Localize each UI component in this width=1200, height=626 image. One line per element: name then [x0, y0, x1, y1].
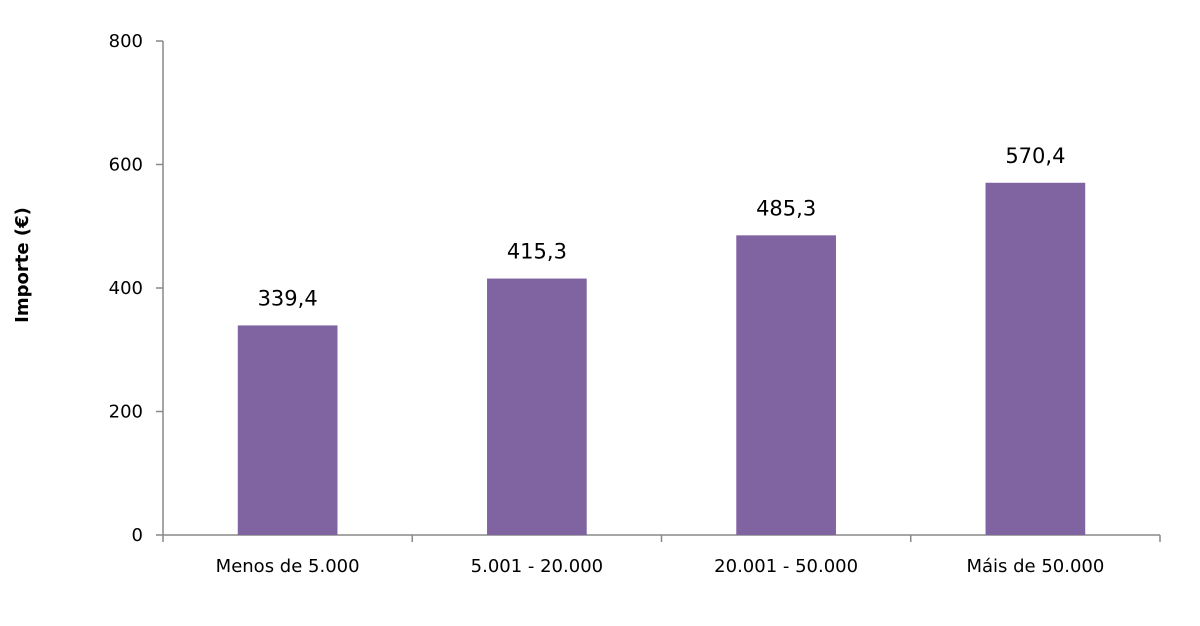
y-tick-label: 400	[109, 278, 143, 299]
y-tick-label: 0	[132, 525, 143, 546]
bar-value-label: 570,4	[1005, 144, 1065, 168]
x-axis: Menos de 5.000 5.001 - 20.000 20.001 - 50.…	[162, 534, 1161, 577]
data-labels: 339,4 415,3 485,3 570,4	[258, 144, 1066, 311]
y-axis-title: Importe (€)	[12, 207, 33, 323]
bar	[985, 182, 1086, 535]
x-category-label: Máis de 50.000	[966, 556, 1104, 577]
bar-value-label: 339,4	[258, 286, 318, 310]
y-tick-label: 600	[109, 155, 143, 176]
y-axis: 0 200 400 600 800	[109, 31, 164, 546]
x-category-label: Menos de 5.000	[216, 556, 360, 577]
bar	[736, 235, 836, 535]
bar-value-label: 415,3	[507, 240, 567, 264]
bar	[237, 325, 338, 535]
y-tick-label: 200	[109, 402, 143, 423]
bar-value-label: 485,3	[756, 196, 816, 220]
bar	[487, 278, 587, 535]
x-category-label: 5.001 - 20.000	[471, 556, 603, 577]
y-tick-label: 800	[109, 31, 143, 52]
x-category-label: 20.001 - 50.000	[714, 556, 858, 577]
bars	[237, 182, 1086, 535]
